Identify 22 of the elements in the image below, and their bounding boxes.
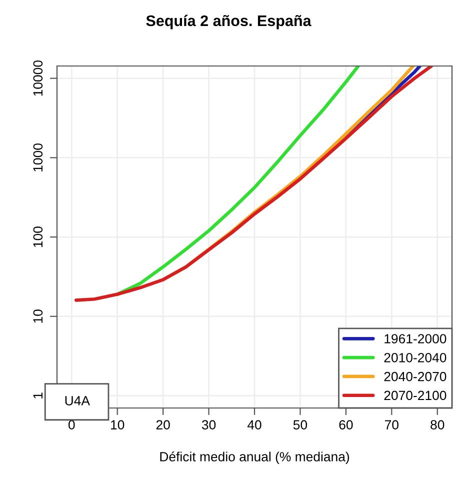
x-tick-label: 40 xyxy=(247,420,262,430)
x-tick-label: 60 xyxy=(339,420,353,430)
line-series xyxy=(74,66,434,302)
x-tick-label: 0 xyxy=(68,420,75,430)
chart-title: Sequía 2 años. España xyxy=(146,14,312,30)
y-tick-label: 1000 xyxy=(33,144,43,172)
legend-label: 1961-2000 xyxy=(384,334,446,344)
legend-label: 2070-2100 xyxy=(384,390,446,400)
y-tick-label: 1 xyxy=(33,392,42,398)
y-tick-label: 100 xyxy=(33,226,43,248)
y-tick-label: 10 xyxy=(33,310,43,323)
x-tick-label: 10 xyxy=(111,420,124,430)
legend-label: 2040-2070 xyxy=(384,372,446,382)
x-axis-title: Déficit medio anual (% mediana) xyxy=(160,452,350,464)
annotation: U4A xyxy=(65,396,90,406)
x-tick-label: 50 xyxy=(293,420,308,430)
x-tick-label: 80 xyxy=(430,420,444,430)
x-tick-label: 20 xyxy=(156,420,170,430)
x-tick-label: 30 xyxy=(202,420,216,430)
x-tick-label: 70 xyxy=(384,420,398,430)
y-tick-label: 10000 xyxy=(33,60,43,96)
legend-label: 2010-2040 xyxy=(384,352,446,362)
